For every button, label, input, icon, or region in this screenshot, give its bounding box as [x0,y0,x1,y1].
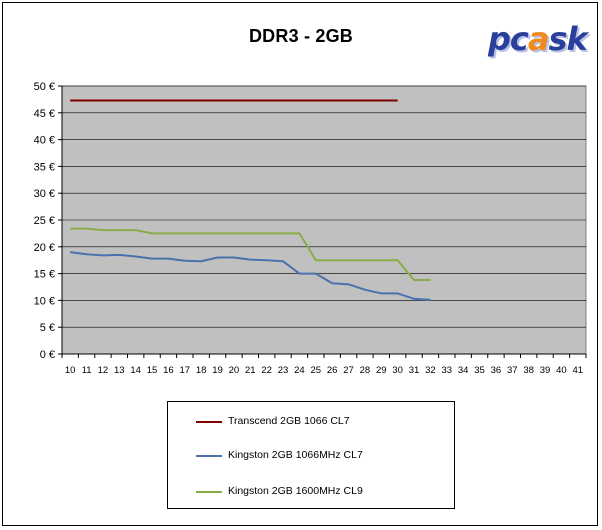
y-tick-label: 20 € [34,242,55,254]
x-tick-label: 33 [442,365,453,376]
x-tick-label: 38 [523,365,534,376]
x-tick-label: 39 [540,365,551,376]
y-tick-label: 25 € [34,215,55,227]
legend-swatch-kingston-1600 [196,491,222,493]
x-tick-label: 37 [507,365,518,376]
x-tick-label: 26 [327,365,338,376]
x-tick-label: 16 [163,365,174,376]
y-tick-label: 10 € [34,295,55,307]
y-tick-label: 45 € [34,108,55,120]
x-tick-label: 29 [376,365,387,376]
y-tick-label: 40 € [34,135,55,147]
series-line-2 [70,251,431,301]
x-tick-label: 28 [360,365,371,376]
series-line-3 [70,227,431,282]
x-tick-label: 24 [294,365,305,376]
x-tick-label: 30 [392,365,403,376]
y-tick-label: 35 € [34,161,55,173]
x-tick-label: 36 [491,365,502,376]
x-tick-label: 25 [311,365,322,376]
legend-item-transcend: Transcend 2GB 1066 CL7 [196,415,350,429]
pcask-logo: pcask [488,20,588,58]
x-axis-tick-labels: 10 11 12 13 14 15 16 17 18 19 20 21 22 23 24 25 26 27 28 29… [65,365,583,376]
x-tick-label: 13 [114,365,125,376]
legend-swatch-kingston-1066 [196,455,222,457]
x-tick-label: 35 [474,365,485,376]
x-tick-label: 20 [229,365,240,376]
x-tick-label: 31 [409,365,420,376]
x-tick-label: 15 [147,365,158,376]
x-tick-label: 23 [278,365,289,376]
x-tick-label: 41 [573,365,584,376]
legend-label-transcend: Transcend 2GB 1066 CL7 [228,415,350,427]
legend-label-kingston-1600: Kingston 2GB 1600MHz CL9 [228,485,363,497]
gridlines [62,85,586,328]
x-tick-label: 12 [98,365,109,376]
x-tick-label: 10 [65,365,76,376]
x-tick-label: 27 [343,365,354,376]
x-tick-label: 32 [425,365,436,376]
x-tick-label: 34 [458,365,469,376]
legend: Transcend 2GB 1066 CL7 Kingston 2GB 1066… [167,401,455,509]
y-tick-label: 5 € [40,322,55,334]
x-tick-label: 40 [556,365,567,376]
x-tick-label: 11 [82,365,92,376]
axes [58,85,587,358]
x-tick-label: 21 [245,365,256,376]
y-tick-label: 0 € [40,349,55,361]
legend-label-kingston-1066: Kingston 2GB 1066MHz CL7 [228,449,363,461]
legend-item-kingston-1066: Kingston 2GB 1066MHz CL7 [196,449,363,463]
y-tick-label: 30 € [34,188,55,200]
x-tick-label: 17 [180,365,191,376]
y-axis-tick-labels: 0 € 5 € 10 € 15 € 20 € 25 € 30 € 35 € 40 € 45 € 50… [34,81,55,361]
x-tick-label: 19 [212,365,223,376]
legend-item-kingston-1600: Kingston 2GB 1600MHz CL9 [196,485,363,499]
legend-swatch-transcend [196,421,222,423]
x-tick-label: 22 [261,365,272,376]
y-tick-label: 50 € [34,81,55,93]
y-tick-label: 15 € [34,269,55,281]
series-lines [70,99,431,301]
chart-title: DDR3 - 2GB [248,26,353,46]
x-tick-label: 18 [196,365,207,376]
x-tick-label: 14 [130,365,141,376]
